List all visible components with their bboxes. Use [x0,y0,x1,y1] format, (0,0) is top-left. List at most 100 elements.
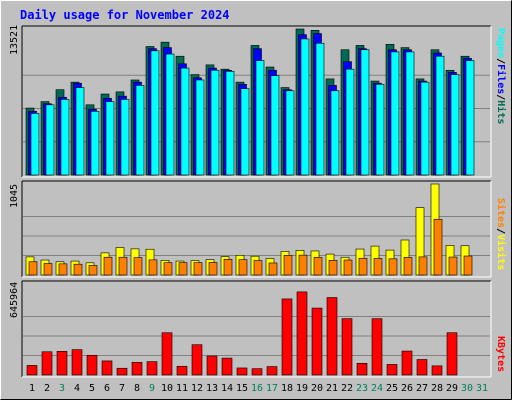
legend-pages-files-hits-part-0: Pages [495,28,506,58]
day-label-26: 26 [401,383,413,394]
kbytes-bar-day-14 [221,357,233,376]
kbytes-bar-day-11 [176,365,188,376]
kbytes-bar-day-16 [251,368,263,376]
pages-bar-day-22 [345,68,355,176]
pages-bar-day-24 [375,83,385,176]
pages-bar-day-23 [360,49,370,176]
sites-bar-day-18 [283,255,293,276]
kbytes-bar-day-9 [146,361,158,376]
pages-bar-day-16 [255,60,265,176]
day-label-14: 14 [221,383,233,394]
day-label-30: 30 [461,383,473,394]
pages-bar-day-12 [195,79,205,176]
legend-pages-files-hits-part-3: / [495,94,506,100]
sites-bar-day-9 [148,259,158,276]
kbytes-bar-day-22 [341,318,353,376]
sites-bar-day-7 [118,256,128,276]
day-label-20: 20 [311,383,323,394]
sites-bar-day-12 [193,262,203,276]
pages-bar-day-13 [210,69,220,176]
pages-bar-day-5 [90,110,100,176]
pages-bar-day-26 [405,51,415,176]
sites-bar-day-29 [448,256,458,276]
pages-bar-day-18 [285,90,295,176]
sites-bar-day-4 [73,263,83,276]
kbytes-bar-day-27 [416,359,428,376]
kbytes-bar-day-18 [281,298,293,376]
day-label-16: 16 [251,383,263,394]
legend-sites-visits-part-1: / [495,228,506,234]
sites-bar-day-10 [163,262,173,276]
kbytes-bar-day-29 [446,332,458,376]
kbytes-bar-day-6 [101,360,113,376]
pages-bar-day-30 [465,60,475,176]
day-label-15: 15 [236,383,248,394]
sites-bar-day-13 [208,262,218,276]
kbytes-bar-day-5 [86,354,98,376]
sites-bar-day-5 [88,265,98,276]
pages-bar-day-27 [420,81,430,176]
legend-pages-files-hits-part-4: Hits [495,100,507,124]
kbytes-bar-day-12 [191,344,203,376]
sites-bar-day-26 [403,257,413,276]
kbytes-bar-day-23 [356,363,368,376]
day-label-28: 28 [431,383,443,394]
pages-bar-day-21 [330,90,340,176]
legend-sites-visits: Sites/Visits [495,198,507,270]
legend-sites-visits-part-0: Sites [495,198,507,228]
day-label-31: 31 [476,383,488,394]
kbytes-bar-day-3 [56,351,68,376]
sites-bar-day-19 [298,254,308,276]
sites-bar-day-16 [253,260,263,276]
sites-bar-day-22 [343,259,353,276]
sites-bar-day-1 [28,261,38,276]
kbytes-bar-day-8 [131,362,143,376]
pages-bar-day-15 [240,88,250,176]
y-axis-max-hits: 13521 [9,25,20,55]
pages-bar-day-10 [165,53,175,176]
sites-bar-day-6 [103,256,113,276]
legend-kbytes: KBytes [495,336,506,372]
kbytes-bar-day-4 [71,349,83,376]
legend-sites-visits-part-2: Visits [495,234,507,270]
day-label-27: 27 [416,383,428,394]
sites-bar-day-11 [178,262,188,276]
sites-bar-day-3 [58,263,68,276]
pages-bar-day-28 [435,55,445,176]
kbytes-bar-day-28 [431,365,443,376]
kbytes-bar-day-17 [266,366,278,376]
kbytes-bar-day-25 [386,364,398,376]
day-label-2: 2 [44,383,50,394]
panel-background [22,281,491,377]
day-label-3: 3 [59,383,65,394]
pages-bar-day-14 [225,71,235,176]
day-label-13: 13 [206,383,218,394]
sites-bar-day-2 [43,263,53,276]
kbytes-bar-day-19 [296,291,308,376]
pages-bar-day-19 [300,38,310,176]
sites-bar-day-8 [133,257,143,276]
day-label-18: 18 [281,383,293,394]
y-axis-max-visits: 1045 [9,184,20,208]
day-label-11: 11 [176,383,188,394]
day-label-19: 19 [296,383,308,394]
legend-kbytes-part-0: KBytes [495,336,506,372]
day-label-6: 6 [104,383,110,394]
day-label-17: 17 [266,383,278,394]
kbytes-bar-day-2 [41,351,53,376]
kbytes-bar-day-26 [401,350,413,376]
sites-bar-day-14 [223,259,233,276]
sites-bar-day-27 [418,256,428,276]
day-label-12: 12 [191,383,203,394]
day-label-4: 4 [74,383,80,394]
day-label-25: 25 [386,383,398,394]
pages-bar-day-2 [45,104,55,176]
kbytes-bar-day-21 [326,297,338,376]
pages-bar-day-17 [270,75,280,176]
day-label-1: 1 [29,383,35,394]
pages-bar-day-25 [390,51,400,176]
sites-bar-day-30 [463,255,473,276]
sites-bar-day-25 [388,258,398,276]
